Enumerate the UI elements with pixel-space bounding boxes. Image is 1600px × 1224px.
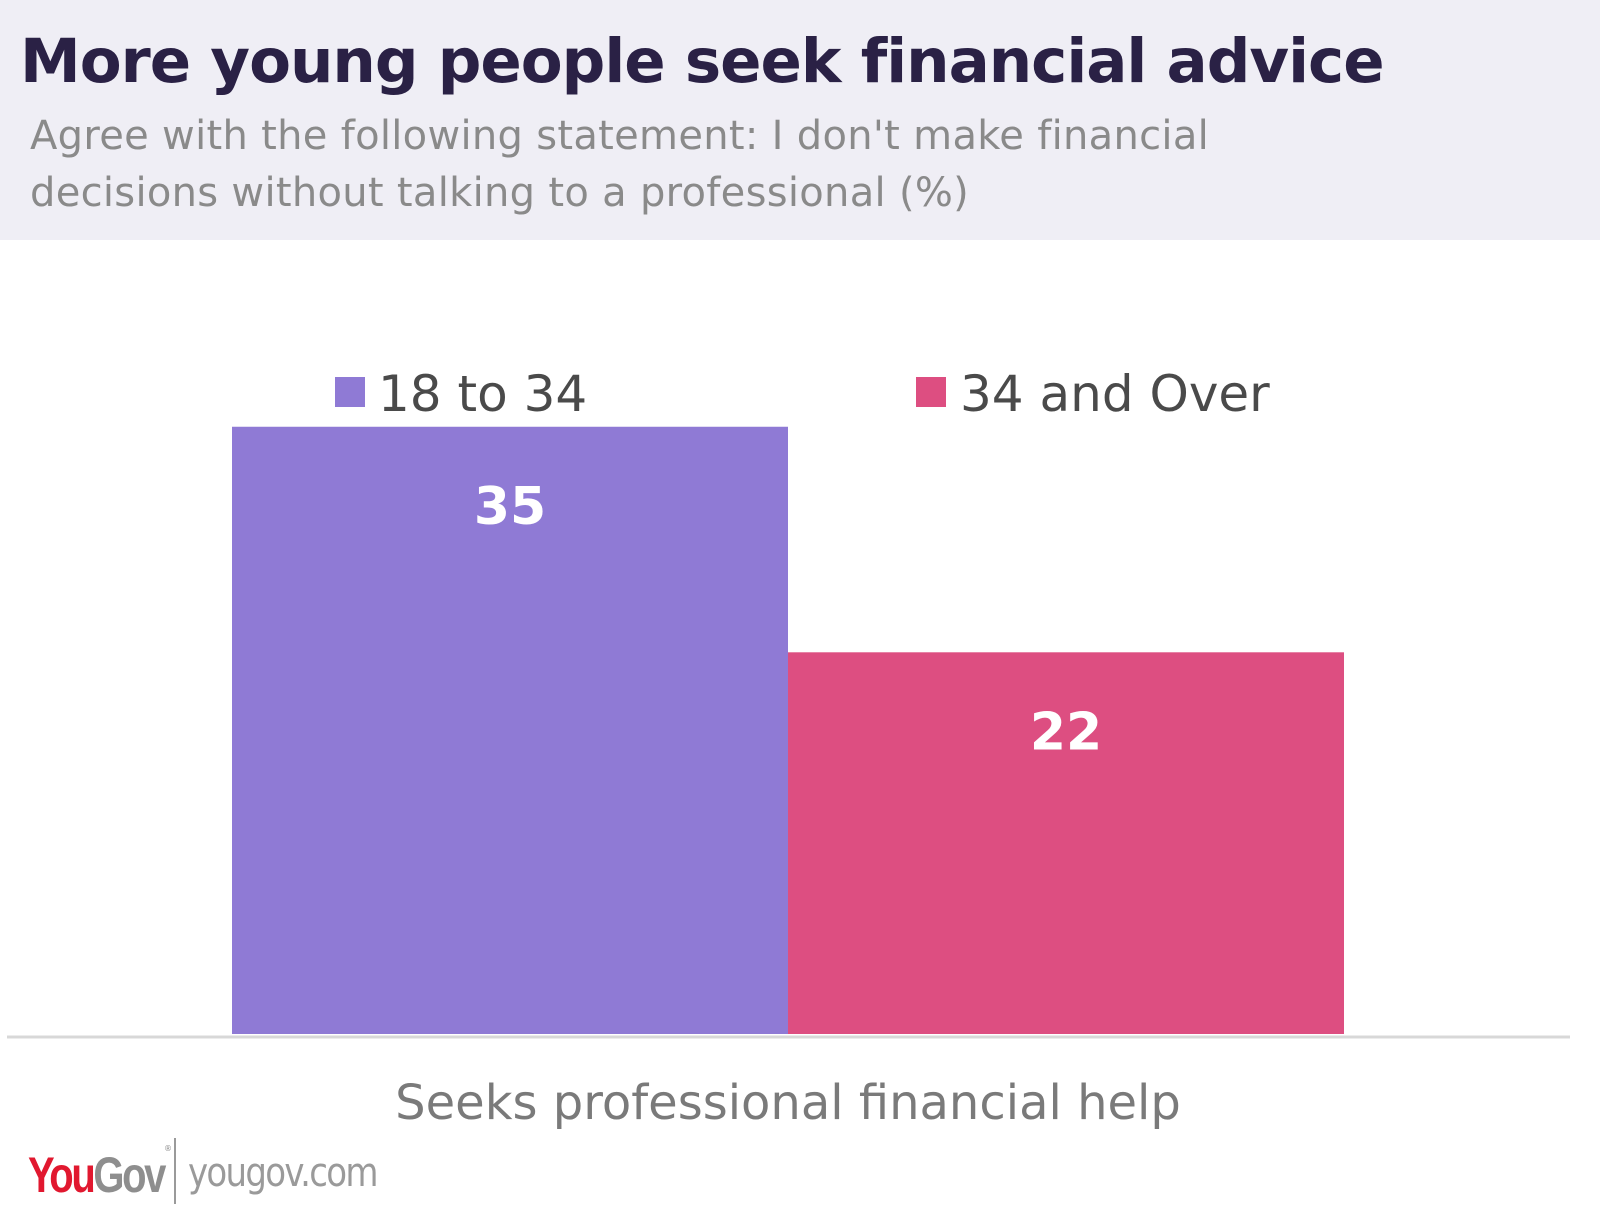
yougov-logo: YouGov bbox=[28, 1146, 166, 1204]
category-label: Seeks professional financial help bbox=[395, 1075, 1181, 1131]
logo-gov-text: Gov bbox=[93, 1147, 166, 1203]
legend-swatch-34-and-over bbox=[916, 377, 946, 407]
data-label-18-to-34: 35 bbox=[474, 477, 546, 537]
data-label-34-and-over: 22 bbox=[1030, 702, 1102, 762]
chart-title: More young people seek financial advice bbox=[20, 26, 1385, 97]
header-band bbox=[0, 0, 1600, 240]
registered-mark: ® bbox=[164, 1144, 172, 1153]
logo-you-text: You bbox=[28, 1147, 96, 1203]
legend-label-34-and-over: 34 and Over bbox=[960, 365, 1270, 423]
footer-url: yougov.com bbox=[188, 1150, 378, 1196]
chart-subtitle: Agree with the following statement: I do… bbox=[30, 113, 1210, 216]
legend-swatch-18-to-34 bbox=[335, 377, 365, 407]
bar-34-and-over bbox=[788, 652, 1344, 1034]
legend-label-18-to-34: 18 to 34 bbox=[378, 365, 587, 423]
bar-18-to-34 bbox=[232, 426, 788, 1034]
footer-divider bbox=[174, 1138, 176, 1204]
